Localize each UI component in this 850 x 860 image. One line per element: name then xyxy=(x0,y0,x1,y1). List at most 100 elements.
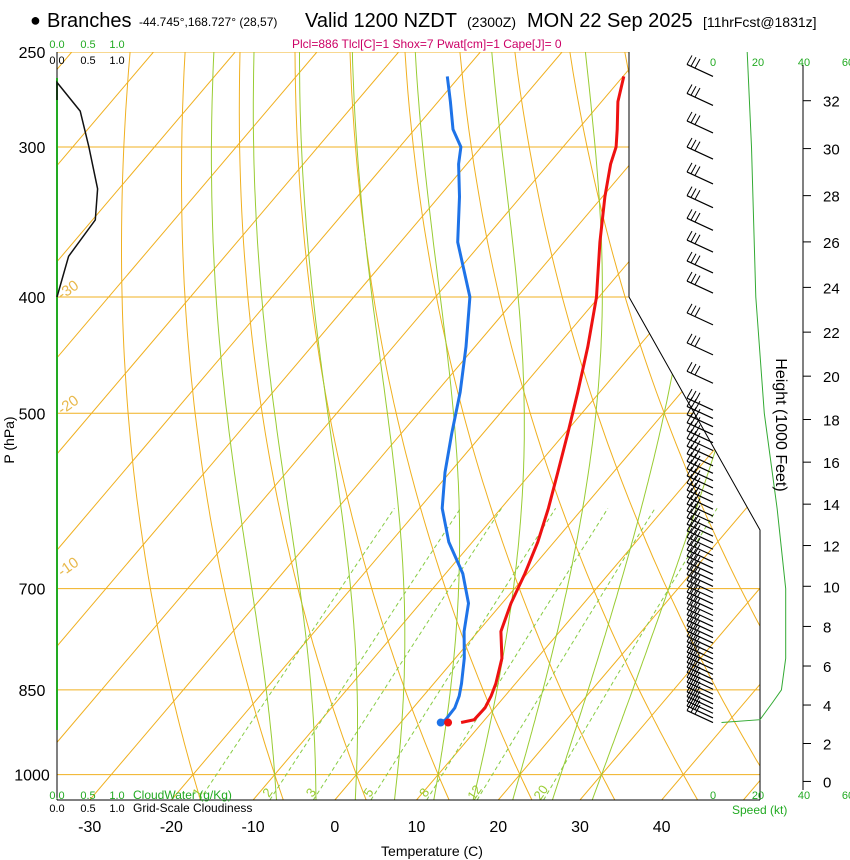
barb-staff xyxy=(686,555,714,569)
surface-dew-dot xyxy=(436,718,445,727)
sounding-params: Plcl=886 Tlcl[C]=1 Shox=7 Pwat[cm]=1 Cap… xyxy=(292,37,562,51)
barb-feather xyxy=(686,444,693,455)
temperature-tick-label: 30 xyxy=(571,819,589,836)
barb-staff xyxy=(686,646,714,660)
barb-feather xyxy=(690,431,697,441)
barb-staff xyxy=(686,517,714,531)
cloudwater-tick-top: 0.0 xyxy=(49,39,64,51)
barb-feather xyxy=(694,656,701,667)
valid-time: Valid 1200 NZDT xyxy=(305,10,457,32)
cloudwater-tick-bottom: 1.0 xyxy=(109,790,124,802)
wind-barb xyxy=(686,459,714,482)
barb-feather xyxy=(690,232,697,243)
barb-feather xyxy=(694,166,701,176)
barb-feather xyxy=(690,390,697,401)
isotherm-line xyxy=(497,52,760,800)
height-tick-label: 22 xyxy=(823,325,840,342)
barb-staff xyxy=(686,549,714,563)
height-tick-label: 8 xyxy=(823,619,831,636)
barb-feather xyxy=(690,335,697,345)
barb-staff xyxy=(686,585,714,599)
mixing-ratio-line xyxy=(370,508,557,800)
pressure-axis-title: P (hPa) xyxy=(1,416,17,463)
cloud-fraction-plot xyxy=(56,78,99,730)
barb-staff xyxy=(686,686,714,700)
barb-staff xyxy=(686,92,714,106)
mixing-ratio-line xyxy=(199,508,395,800)
speed-tick-bottom: 60 xyxy=(842,790,850,802)
barb-feather xyxy=(694,505,701,515)
barb-feather xyxy=(686,480,693,491)
isotherm-line xyxy=(57,52,400,800)
barb-staff xyxy=(686,195,714,209)
plot-frame-right-edge xyxy=(628,52,761,800)
height-tick-label: 20 xyxy=(823,369,840,386)
barb-staff xyxy=(686,460,714,474)
mixing-ratio-line xyxy=(476,508,656,800)
barb-feather xyxy=(686,209,693,219)
height-tick-label: 28 xyxy=(823,189,840,206)
barb-staff xyxy=(686,453,714,467)
wind-barb xyxy=(686,480,714,503)
barb-feather xyxy=(694,498,701,508)
wind-barb xyxy=(686,501,714,524)
speed-tick-bottom: 0 xyxy=(710,790,716,802)
cloudiness-tick-bottom: 0.0 xyxy=(49,803,64,815)
barb-feather xyxy=(686,111,693,122)
moist-adiabat xyxy=(472,52,525,800)
barb-feather xyxy=(694,484,701,495)
wind-barb xyxy=(686,137,714,160)
barb-staff xyxy=(686,651,714,665)
wind-barb xyxy=(686,577,714,599)
barb-feather xyxy=(694,417,701,427)
speed-tick-top: 0 xyxy=(710,57,716,69)
barb-feather xyxy=(690,453,697,464)
barb-staff xyxy=(686,573,714,587)
barb-feather xyxy=(690,446,697,456)
dry-adiabat xyxy=(459,52,699,800)
barb-feather xyxy=(694,470,701,480)
barb-staff xyxy=(686,414,714,428)
barb-feather xyxy=(686,514,693,525)
barb-feather xyxy=(694,212,701,223)
barb-staff xyxy=(686,614,714,628)
barb-feather xyxy=(690,489,697,500)
moist-adiabat xyxy=(252,52,317,800)
height-tick-label: 0 xyxy=(823,774,831,791)
dry-adiabat xyxy=(294,52,450,800)
barb-staff xyxy=(686,405,714,420)
barb-staff xyxy=(686,705,714,719)
cloudwater-tick-top: 1.0 xyxy=(109,39,124,51)
barb-feather xyxy=(686,521,693,532)
isotherm-line xyxy=(57,52,645,800)
isotherm-label: 20 xyxy=(699,373,722,396)
utc-time: (2300Z) xyxy=(467,14,517,30)
barb-feather xyxy=(694,87,701,98)
height-tick-label: 2 xyxy=(823,736,831,753)
barb-feather xyxy=(686,84,693,94)
wind-barb xyxy=(686,230,714,253)
wind-barb xyxy=(686,444,714,467)
barb-feather xyxy=(690,438,697,449)
barb-feather xyxy=(686,333,693,344)
barb-feather xyxy=(694,337,701,347)
barb-staff xyxy=(686,468,714,482)
wind-barb xyxy=(686,494,714,517)
temperature-axis-title: Temperature (C) xyxy=(381,843,483,859)
dry-adiabat xyxy=(349,52,533,800)
barb-staff xyxy=(686,709,714,724)
wind-barb xyxy=(686,421,714,444)
barb-feather xyxy=(694,440,701,451)
pressure-tick-label: 700 xyxy=(19,582,46,599)
barb-feather xyxy=(694,307,701,317)
barb-feather xyxy=(686,421,693,431)
wind-barb xyxy=(686,388,714,411)
temperature-line xyxy=(460,76,626,724)
wind-barb xyxy=(686,534,714,557)
cloudiness-curve xyxy=(56,80,99,298)
barb-feather xyxy=(686,501,693,512)
dry-adiabat xyxy=(238,52,367,800)
mixing-ratio-line xyxy=(269,508,461,800)
isotherm-line xyxy=(57,52,236,800)
barb-staff xyxy=(686,695,714,710)
